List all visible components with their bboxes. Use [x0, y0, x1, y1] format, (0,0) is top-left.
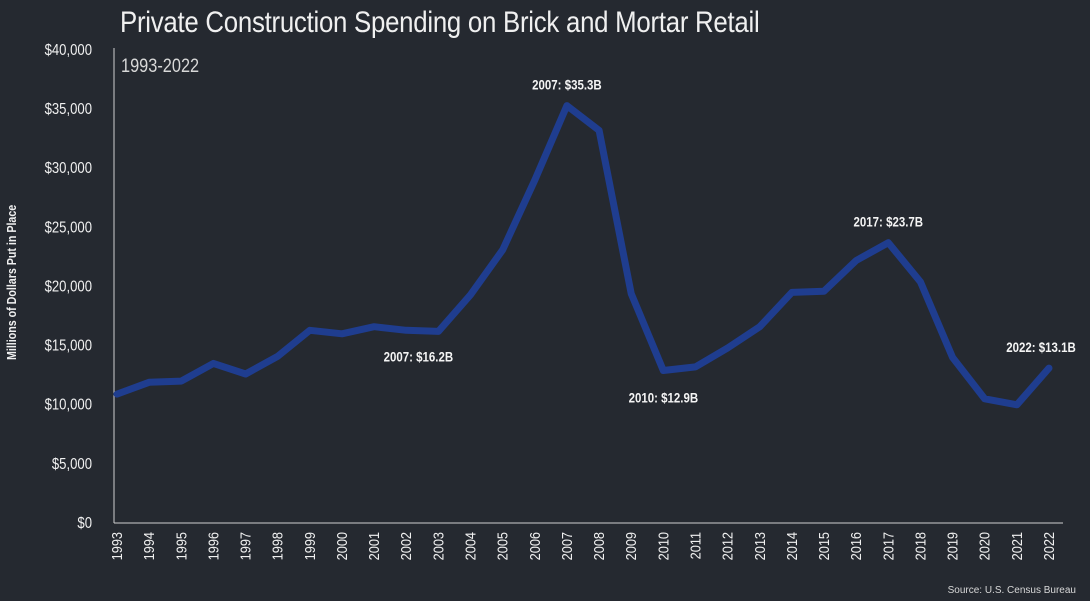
- x-tick-label: 2001: [365, 532, 382, 561]
- x-tick-label: 1993: [108, 532, 125, 561]
- y-tick-label: $40,000: [45, 42, 92, 59]
- x-tick-label: 1997: [237, 532, 254, 561]
- x-tick-label: 1999: [301, 532, 318, 561]
- x-tick-label: 2018: [911, 532, 928, 561]
- series-line: [113, 102, 1053, 409]
- y-tick-label: $0: [77, 515, 92, 532]
- x-tick-label: 1994: [140, 532, 157, 561]
- x-tick-label: 2004: [462, 532, 479, 561]
- data-annotation: 2022: $13.1B: [1006, 339, 1076, 355]
- x-tick-label: 2011: [686, 532, 703, 560]
- x-tick-label: 1995: [172, 532, 189, 561]
- x-tick-label: 2022: [1040, 532, 1057, 561]
- data-annotation: 2017: $23.7B: [854, 214, 924, 230]
- x-tick-label: 2009: [622, 532, 639, 561]
- y-tick-label: $25,000: [45, 219, 92, 236]
- x-tick-label: 2020: [976, 532, 993, 561]
- data-annotation: 2010: $12.9B: [629, 389, 699, 405]
- x-tick-label: 2017: [879, 532, 896, 561]
- source-note: Source: U.S. Census Bureau: [947, 585, 1076, 596]
- x-tick-label: 1996: [204, 532, 221, 561]
- x-tick-label: 2003: [429, 532, 446, 561]
- y-tick-label: $30,000: [45, 160, 92, 177]
- y-tick-label: $20,000: [45, 278, 92, 295]
- x-tick-label: 2002: [397, 532, 414, 561]
- chart-title: Private Construction Spending on Brick a…: [120, 6, 760, 39]
- x-tick-label: 2014: [783, 532, 800, 561]
- x-tick-label: 2021: [1008, 532, 1025, 561]
- x-tick-label: 1998: [269, 532, 286, 561]
- x-tick-label: 2005: [494, 532, 511, 561]
- x-tick-label: 2016: [847, 532, 864, 561]
- x-tick-label: 2000: [333, 532, 350, 561]
- y-tick-label: $10,000: [45, 397, 92, 414]
- y-tick-label: $35,000: [45, 101, 92, 118]
- data-annotation: 2007: $16.2B: [384, 348, 454, 364]
- x-tick-label: 2013: [751, 532, 768, 561]
- chart-subtitle: 1993-2022: [121, 56, 200, 77]
- y-tick-label: $5,000: [52, 456, 92, 473]
- x-tick-label: 2019: [944, 532, 961, 561]
- x-tick-label: 2010: [654, 532, 671, 561]
- x-tick-label: 2015: [815, 532, 832, 561]
- y-tick-label: $15,000: [45, 338, 92, 355]
- x-tick-label: 2008: [590, 532, 607, 561]
- x-tick-label: 2006: [526, 532, 543, 561]
- x-tick-label: 2012: [719, 532, 736, 561]
- x-tick-label: 2007: [558, 532, 575, 561]
- data-annotation: 2007: $35.3B: [532, 76, 602, 92]
